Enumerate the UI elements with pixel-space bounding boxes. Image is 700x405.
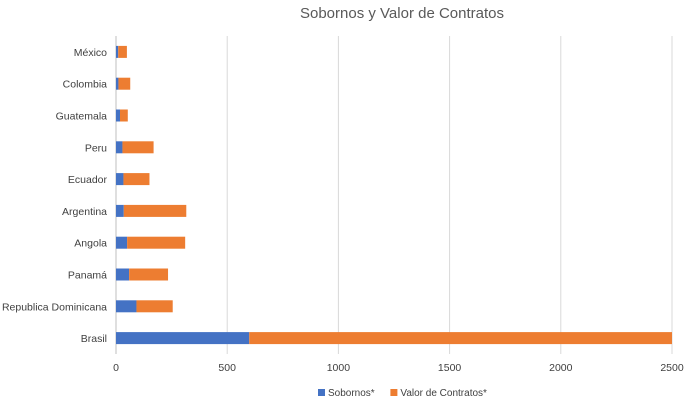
bar-sobornos-2 <box>116 109 121 122</box>
x-tick-label-0: 0 <box>113 362 119 374</box>
bar-sobornos-6 <box>116 236 128 249</box>
x-tick-label-1000: 1000 <box>327 362 351 374</box>
category-label-0: México <box>74 47 107 59</box>
category-label-4: Ecuador <box>68 174 108 186</box>
category-label-9: Brasil <box>81 333 107 345</box>
bars <box>116 45 673 345</box>
category-label-8: Republica Dominicana <box>2 301 107 313</box>
bar-sobornos-1 <box>116 77 119 90</box>
bar-valor-contratos-6 <box>127 236 186 249</box>
x-axis-tick-labels: 0 500 1000 1500 2000 2500 <box>113 362 684 374</box>
bar-valor-contratos-3 <box>122 141 154 154</box>
legend-label-0: Sobornos* <box>328 388 375 399</box>
category-label-1: Colombia <box>63 79 108 91</box>
category-label-7: Panamá <box>68 270 107 282</box>
bar-sobornos-5 <box>116 204 124 217</box>
bar-valor-contratos-1 <box>118 77 131 90</box>
x-tick-label-1500: 1500 <box>438 362 462 374</box>
legend-swatch-0 <box>318 389 325 396</box>
bar-sobornos-8 <box>116 300 137 313</box>
bar-sobornos-4 <box>116 173 124 186</box>
bar-sobornos-3 <box>116 141 123 154</box>
category-labels: México Colombia Guatemala Peru Ecuador Argent… <box>2 47 108 345</box>
gridlines <box>115 36 673 354</box>
chart-title: Sobornos y Valor de Contratos <box>300 5 504 22</box>
x-tick-label-2000: 2000 <box>549 362 573 374</box>
legend-swatch-1 <box>390 389 398 396</box>
bar-sobornos-0 <box>116 45 119 58</box>
category-label-2: Guatemala <box>56 111 108 123</box>
x-tick-label-500: 500 <box>218 362 236 374</box>
bar-sobornos-9 <box>116 332 250 345</box>
bar-valor-contratos-0 <box>118 45 127 58</box>
bar-valor-contratos-2 <box>120 109 128 122</box>
x-tick-label-2500: 2500 <box>660 362 684 374</box>
legend-label-1: Valor de Contratos* <box>400 388 487 399</box>
bar-valor-contratos-4 <box>123 173 150 186</box>
bar-valor-contratos-9 <box>249 332 673 345</box>
bar-valor-contratos-7 <box>129 268 169 281</box>
legend: Sobornos* Valor de Contratos* <box>318 388 487 399</box>
category-label-5: Argentina <box>62 206 107 218</box>
category-label-3: Peru <box>85 142 107 154</box>
bar-valor-contratos-8 <box>136 300 173 313</box>
bar-sobornos-7 <box>116 268 130 281</box>
bar-valor-contratos-5 <box>123 204 187 217</box>
category-label-6: Angola <box>74 238 107 250</box>
